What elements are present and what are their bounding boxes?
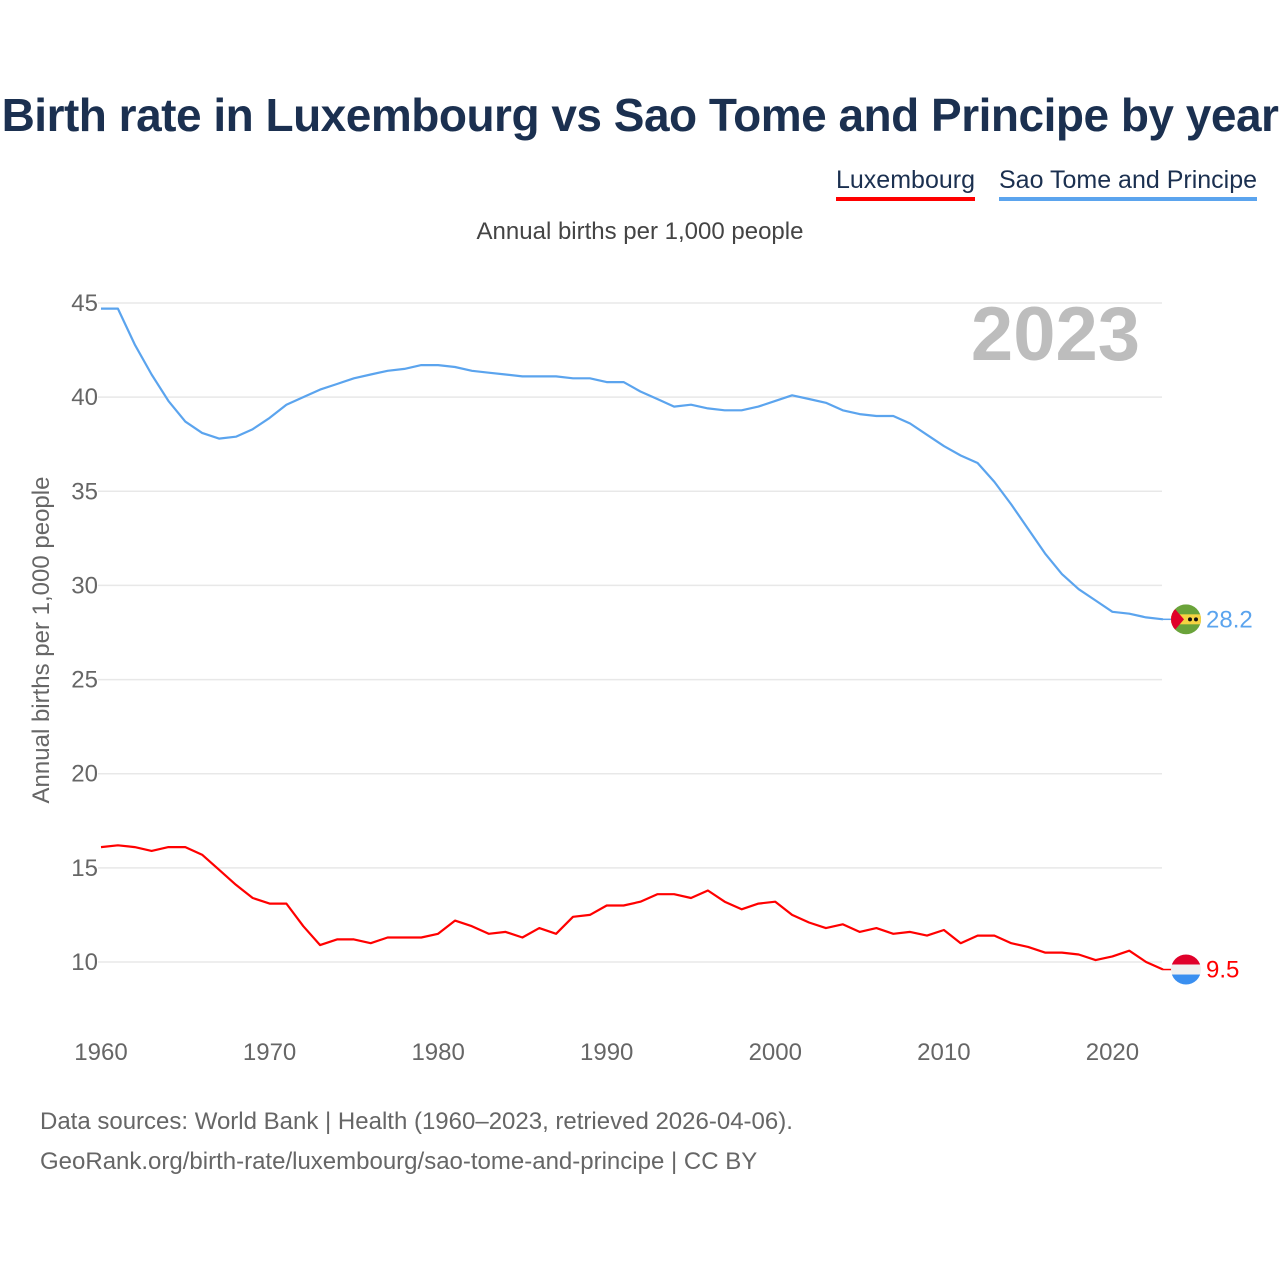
y-tick-35: 35 [71, 478, 98, 505]
luxembourg-flag-icon [1171, 954, 1201, 985]
y-tick-40: 40 [71, 384, 98, 411]
legend-luxembourg[interactable]: Luxembourg [836, 166, 975, 201]
footer-link[interactable]: GeoRank.org/birth-rate/luxembourg/sao-to… [40, 1148, 758, 1175]
y-tick-45: 45 [71, 290, 98, 317]
sao-tome-flag-icon [1171, 604, 1201, 635]
x-tick-1990: 1990 [580, 1039, 633, 1066]
y-tick-15: 15 [71, 855, 98, 882]
end-label-0: 9.5 [1206, 957, 1239, 984]
x-tick-1980: 1980 [411, 1039, 464, 1066]
y-tick-20: 20 [71, 761, 98, 788]
x-tick-2020: 2020 [1086, 1039, 1139, 1066]
series-line-1 [101, 307, 1164, 621]
footer-sources: Data sources: World Bank | Health (1960–… [40, 1108, 793, 1135]
series-line-0 [100, 844, 1164, 971]
legend-sao-tome[interactable]: Sao Tome and Principe [999, 166, 1258, 201]
x-tick-2010: 2010 [917, 1039, 970, 1066]
x-tick-1970: 1970 [243, 1039, 296, 1066]
end-label-1: 28.2 [1206, 606, 1253, 633]
y-tick-10: 10 [71, 949, 98, 976]
year-watermark: 2023 [971, 292, 1140, 377]
y-tick-25: 25 [71, 667, 98, 694]
chart-subtitle: Annual births per 1,000 people [476, 218, 804, 245]
y-tick-30: 30 [71, 572, 98, 599]
x-tick-1960: 1960 [74, 1039, 127, 1066]
chart-title: Birth rate in Luxembourg vs Sao Tome and… [1, 89, 1279, 141]
x-tick-2000: 2000 [749, 1039, 802, 1066]
